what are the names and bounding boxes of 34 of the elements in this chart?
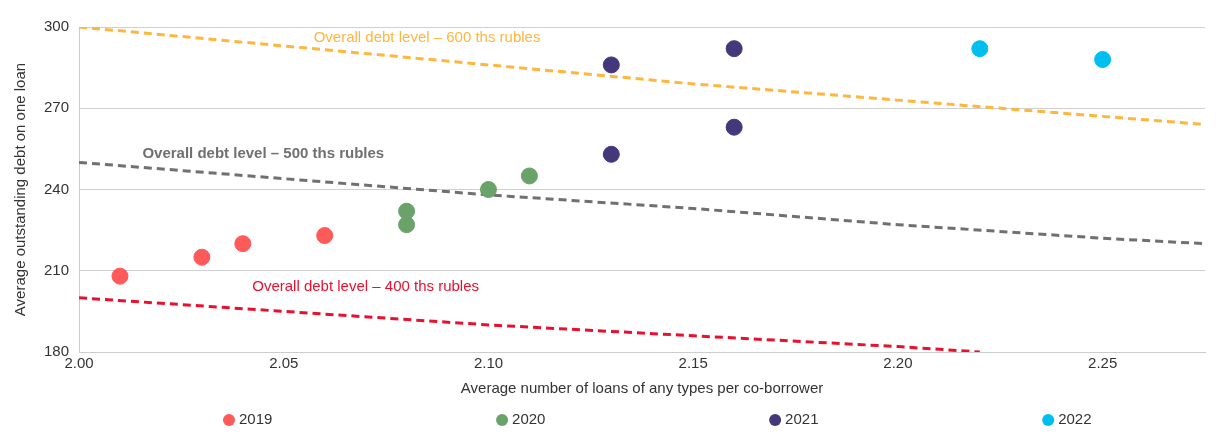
y-tick-label: 270 [44, 98, 70, 116]
line-series [79, 160, 1205, 246]
x-tick-label: 2.10 [473, 354, 504, 372]
point [316, 227, 334, 245]
point [398, 216, 416, 234]
x-tick-label: 2.15 [678, 354, 708, 372]
point [971, 40, 989, 58]
point [234, 235, 252, 253]
line-series [79, 296, 982, 352]
series-label: Overall debt level – 500 ths rubles [142, 144, 385, 162]
y-tick-label: 300 [44, 17, 70, 35]
point [1094, 51, 1112, 68]
point [398, 202, 416, 220]
x-tick-label: 2.25 [1088, 354, 1118, 372]
x-tick-label: 2.05 [269, 354, 299, 372]
point [520, 167, 538, 185]
point [602, 145, 620, 163]
y-tick-label: 240 [44, 179, 70, 197]
point [725, 118, 743, 136]
point [479, 181, 497, 198]
point [193, 248, 211, 266]
x-axis-title: Average number of loans of any types per co-borrower [460, 379, 824, 397]
legend-label: 2020 [512, 410, 546, 428]
y-axis-title: Average outstanding debt on one loan [11, 62, 29, 317]
point [111, 267, 129, 285]
legend-label: 2019 [239, 410, 273, 428]
series-label: Overall debt level – 400 ths rubles [252, 277, 480, 295]
x-tick-label: 2.20 [883, 354, 913, 372]
series-label: Overall debt level – 600 ths rubles [313, 27, 541, 45]
y-tick-label: 210 [44, 260, 70, 278]
legend-label: 2021 [785, 410, 819, 428]
point [602, 56, 620, 74]
legend-label: 2022 [1058, 410, 1092, 428]
point [725, 40, 743, 58]
